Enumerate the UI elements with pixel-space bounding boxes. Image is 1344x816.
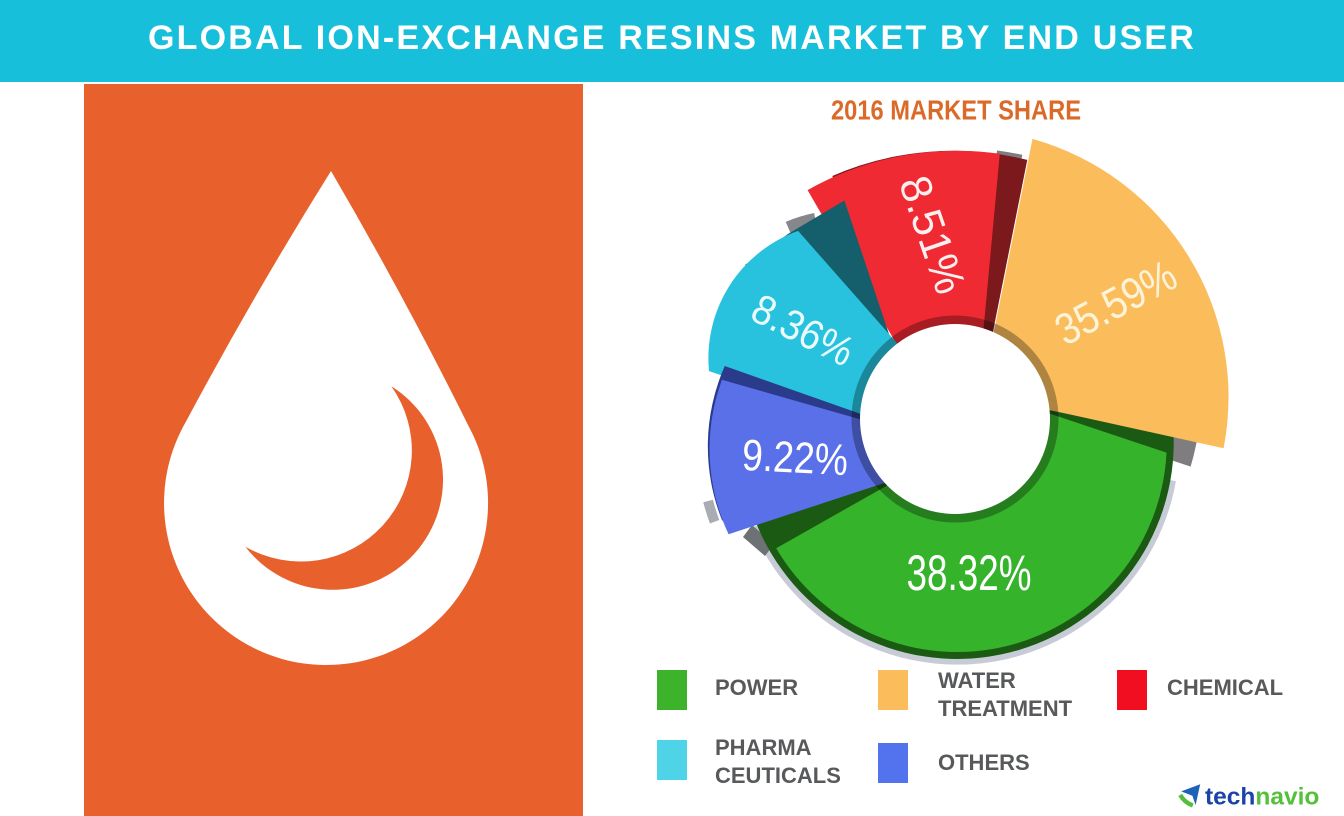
svg-text:38.32%: 38.32%	[907, 545, 1032, 601]
svg-text:2016 MARKET SHARE: 2016 MARKET SHARE	[831, 95, 1081, 126]
svg-text:technavio: technavio	[1205, 784, 1319, 811]
svg-text:9.22%: 9.22%	[741, 431, 849, 485]
